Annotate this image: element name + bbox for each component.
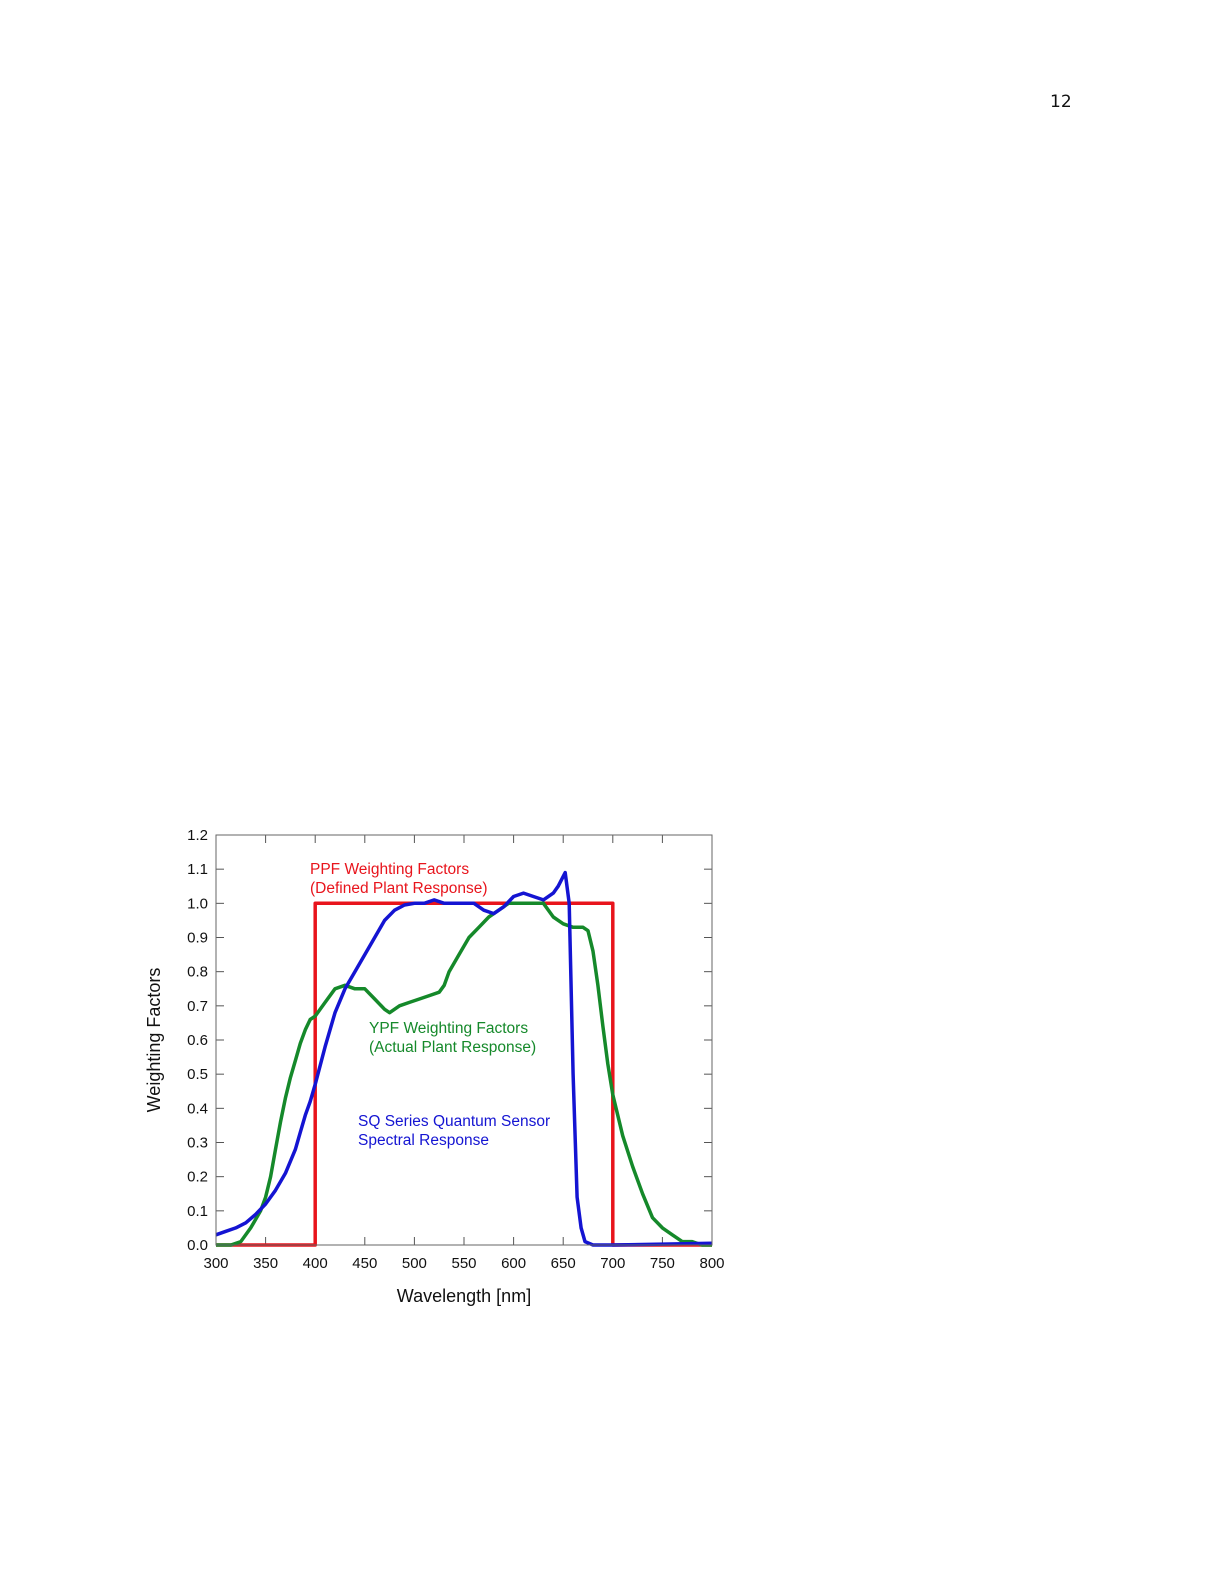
x-tick-label: 800 bbox=[699, 1255, 724, 1272]
y-tick-label: 0.9 bbox=[187, 930, 208, 947]
weighting-factors-chart: Weighting Factors Wavelength [nm] 300 350… bbox=[144, 827, 725, 1306]
x-tick-label: 750 bbox=[650, 1255, 675, 1272]
y-tick-label: 0.7 bbox=[187, 998, 208, 1015]
plot-frame bbox=[215, 834, 713, 1246]
x-tick-label: 300 bbox=[203, 1255, 228, 1272]
y-tick-label: 1.1 bbox=[187, 861, 208, 878]
axis-ticks: 300 350 400 450 500 550 600 650 700 750 800 0.0 0.1 0… bbox=[187, 827, 724, 1272]
x-tick-label: 650 bbox=[551, 1255, 576, 1272]
annotation-ypf: YPF Weighting Factors (Actual Plant Resp… bbox=[369, 1020, 536, 1056]
x-tick-label: 700 bbox=[600, 1255, 625, 1272]
x-tick-label: 550 bbox=[451, 1255, 476, 1272]
x-tick-label: 600 bbox=[501, 1255, 526, 1272]
y-axis-label: Weighting Factors bbox=[144, 968, 164, 1113]
annotation-ppf-line-1: PPF Weighting Factors bbox=[310, 861, 469, 878]
y-tick-label: 0.4 bbox=[187, 1100, 208, 1117]
y-tick-label: 0.0 bbox=[187, 1237, 208, 1254]
y-tick-label: 0.5 bbox=[187, 1066, 208, 1083]
y-tick-label: 1.2 bbox=[187, 827, 208, 844]
annotation-sq: SQ Series Quantum Sensor Spectral Respon… bbox=[358, 1113, 550, 1149]
annotation-ppf-line-2: (Defined Plant Response) bbox=[310, 880, 488, 897]
series-line-sq bbox=[215, 870, 713, 1247]
y-tick-label: 0.2 bbox=[187, 1169, 208, 1186]
annotation-sq-line-1: SQ Series Quantum Sensor bbox=[358, 1113, 550, 1130]
x-axis-label: Wavelength [nm] bbox=[397, 1286, 531, 1306]
y-tick-label: 0.1 bbox=[187, 1203, 208, 1220]
annotation-ypf-line-1: YPF Weighting Factors bbox=[369, 1020, 528, 1037]
y-tick-label: 0.8 bbox=[187, 964, 208, 981]
y-tick-label: 0.3 bbox=[187, 1135, 208, 1152]
y-tick-label: 1.0 bbox=[187, 895, 208, 912]
series-line-ypf bbox=[216, 901, 712, 1247]
chart: Weighting Factors Wavelength [nm] 300 350… bbox=[140, 820, 740, 1320]
x-tick-label: 450 bbox=[352, 1255, 377, 1272]
x-tick-label: 400 bbox=[303, 1255, 328, 1272]
series-layer bbox=[215, 870, 713, 1247]
annotation-ppf: PPF Weighting Factors (Defined Plant Res… bbox=[310, 861, 488, 897]
y-tick-label: 0.6 bbox=[187, 1032, 208, 1049]
x-tick-label: 350 bbox=[253, 1255, 278, 1272]
x-tick-label: 500 bbox=[402, 1255, 427, 1272]
y-axis-label-group: Weighting Factors bbox=[144, 968, 164, 1113]
page-number: 12 bbox=[1050, 92, 1072, 112]
annotation-ypf-line-2: (Actual Plant Response) bbox=[369, 1039, 536, 1056]
annotation-sq-line-2: Spectral Response bbox=[358, 1132, 489, 1149]
